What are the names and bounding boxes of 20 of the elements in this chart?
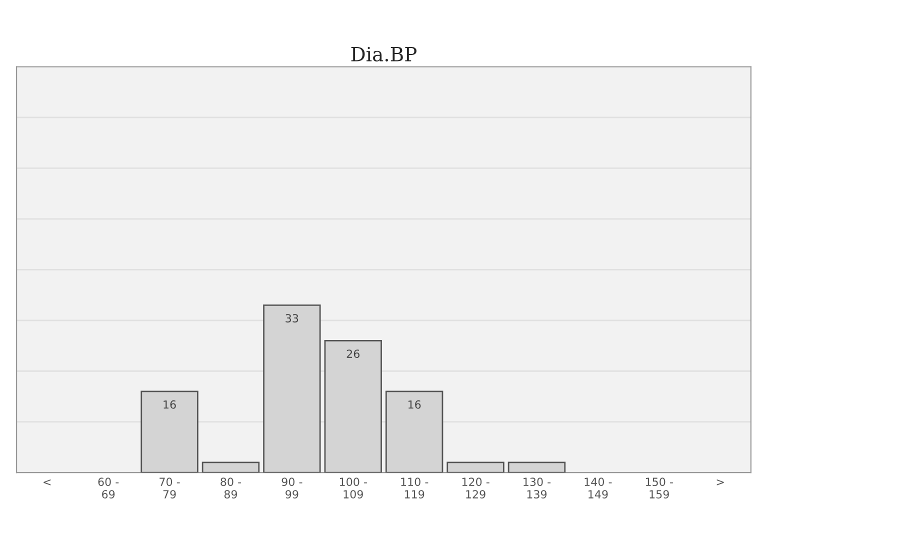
bar [508,462,566,473]
data-label: 16 [408,400,421,409]
data-label: 33 [286,314,298,322]
bar [446,462,504,473]
x-tick-label: 150 - 159 [646,478,673,498]
chart-title: Dia.BP [351,46,417,62]
x-tick-label: 100 - 109 [340,478,367,498]
x-tick-label: 70 - 79 [160,478,180,498]
data-label: 16 [164,400,176,409]
x-tick-label: 130 - 139 [524,478,551,498]
x-tick-label: 140 - 149 [584,478,612,498]
x-tick-label: 60 - 69 [98,478,119,498]
x-tick-label: > [716,479,724,486]
data-label: 26 [346,350,360,358]
bar [202,462,260,473]
x-tick-label: < [44,479,51,486]
x-tick-label: 120 - 129 [462,478,490,498]
x-tick-label: 110 - 119 [401,478,428,498]
x-tick-label: 80 - 89 [220,478,242,498]
x-tick-label: 90 - 99 [282,478,302,498]
